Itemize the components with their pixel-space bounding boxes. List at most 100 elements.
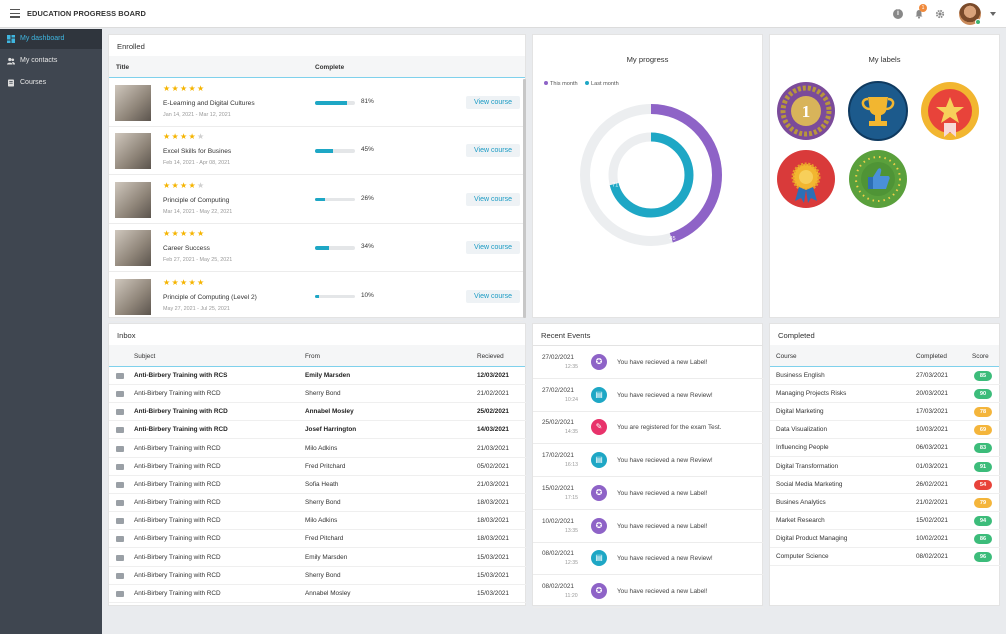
star-icon: ★ xyxy=(179,229,189,239)
star-icon: ★ xyxy=(196,180,206,190)
progress-percent: 10% xyxy=(361,291,374,299)
ring-value-label: 45 xyxy=(669,236,675,242)
event-item[interactable]: 08/02/2021 12:35 ▤ You have recieved a new … xyxy=(533,543,764,576)
course-row: ★★★★★ Excel Skills for Busines Feb 14, 202… xyxy=(109,127,523,176)
course-name: Data Visualization xyxy=(776,426,828,434)
message-row[interactable]: Anti-Birbery Training with RCS Emily Mars… xyxy=(109,367,526,385)
message-row[interactable]: Anti-Birbery Training with RCD Fred Pritc… xyxy=(109,458,526,476)
event-item[interactable]: 17/02/2021 16:13 ▤ You have recieved a new … xyxy=(533,445,764,478)
message-row[interactable]: Anti-Birbery Training with RCD Josef Harr… xyxy=(109,421,526,440)
rating-stars: ★★★★★ xyxy=(163,278,205,287)
message-row[interactable]: Anti-Birbery Training with RCD Milo Adkin… xyxy=(109,512,526,531)
score-badge: 96 xyxy=(974,552,992,562)
event-item[interactable]: 27/02/2021 12:35 ✪ You have recieved a new … xyxy=(533,347,764,379)
info-icon[interactable]: i xyxy=(893,9,903,19)
sidebar-item-courses[interactable]: Courses xyxy=(0,73,102,93)
completed-row[interactable]: Busines Analytics 21/02/2021 79 xyxy=(770,494,1001,512)
award-icon: ✪ xyxy=(591,517,607,534)
message-date: 14/03/2021 xyxy=(477,426,509,434)
hamburger-menu-icon[interactable] xyxy=(10,9,20,18)
event-item[interactable]: 10/02/2021 13:35 ✪ You have recieved a new … xyxy=(533,511,764,543)
progress-bar xyxy=(315,149,355,153)
legend-item: This month xyxy=(544,81,578,87)
completion-date: 10/02/2021 xyxy=(916,534,948,542)
completed-row[interactable]: Social Media Marketing 26/02/2021 54 xyxy=(770,476,1001,494)
message-sender: Annabel Mosley xyxy=(305,408,354,416)
award-icon: ✪ xyxy=(591,484,607,501)
view-course-button[interactable]: View course xyxy=(466,192,520,206)
course-name: Business English xyxy=(776,372,825,379)
message-subject: Anti-Birbery Training with RCD xyxy=(134,571,221,579)
sidebar-item-contacts[interactable]: My contacts xyxy=(0,51,102,71)
star-icon: ★ xyxy=(196,132,206,142)
envelope-icon xyxy=(116,391,124,398)
message-sender: Sherry Bond xyxy=(305,499,341,507)
event-item[interactable]: 08/02/2021 11:20 ✪ You have recieved a new … xyxy=(533,576,764,608)
envelope-icon xyxy=(116,373,124,379)
star-icon: ★ xyxy=(188,84,197,93)
gear-icon[interactable] xyxy=(935,9,945,19)
completed-row[interactable]: Digital Marketing 17/03/2021 78 xyxy=(770,403,1001,422)
ring-arc-this-month xyxy=(580,104,722,246)
sidebar-item-dashboard[interactable]: My dashboard xyxy=(0,29,102,49)
view-course-button[interactable]: View course xyxy=(466,241,520,255)
trophy-icon xyxy=(848,81,908,141)
message-subject: Anti-Birbery Training with RCS xyxy=(134,372,228,379)
column-header-subject: Subject xyxy=(134,353,156,360)
message-row[interactable]: Anti-Birbery Training with RCD Fred Pitch… xyxy=(109,530,526,549)
course-name: Busines Analytics xyxy=(776,498,826,506)
star-icon: ★ xyxy=(179,84,189,93)
completed-row[interactable]: Market Research 15/02/2021 94 xyxy=(770,512,1001,530)
completed-row[interactable]: Digital Product Managing 10/02/2021 86 xyxy=(770,530,1001,548)
event-item[interactable]: 25/02/2021 14:35 ✎ You are registered for t… xyxy=(533,412,764,445)
completion-date: 10/03/2021 xyxy=(916,426,948,434)
message-date: 12/03/2021 xyxy=(477,372,509,379)
completion-date: 20/03/2021 xyxy=(916,390,948,398)
completed-row[interactable]: Computer Science 08/02/2021 96 xyxy=(770,548,1001,566)
view-course-button[interactable]: View course xyxy=(466,289,520,303)
event-item[interactable]: 15/02/2021 17:15 ✪ You have recieved a new … xyxy=(533,478,764,510)
review-icon: ▤ xyxy=(591,550,607,567)
score-badge: 90 xyxy=(974,389,992,400)
completed-row[interactable]: Influencing People 06/03/2021 83 xyxy=(770,439,1001,458)
legend-swatch xyxy=(544,81,548,85)
score-badge: 78 xyxy=(974,407,992,418)
event-item[interactable]: 27/02/2021 10:24 ▤ You have recieved a new … xyxy=(533,380,764,412)
completed-row[interactable]: Managing Projects Risks 20/03/2021 90 xyxy=(770,385,1001,404)
progress-bar xyxy=(315,246,355,250)
column-header-score: Score xyxy=(972,353,989,360)
view-course-button[interactable]: View course xyxy=(466,96,520,109)
message-row[interactable]: Anti-Birbery Training with RCD Sofia Heat… xyxy=(109,476,526,494)
course-name: Managing Projects Risks xyxy=(776,390,847,398)
event-text: You have recieved a new Review! xyxy=(617,555,713,563)
view-course-button[interactable]: View course xyxy=(466,144,520,158)
message-row[interactable]: Anti-Birbery Training with RCD Emily Mars… xyxy=(109,549,526,567)
star-icon: ★ xyxy=(163,180,172,190)
top-bar: EDUCATION PROGRESS BOARD i 1 xyxy=(0,0,1006,28)
message-row[interactable]: Anti-Birbery Training with RCD Milo Adkin… xyxy=(109,440,526,458)
ring-arc-last-month xyxy=(608,132,694,218)
review-icon: ▤ xyxy=(591,452,607,469)
chevron-down-icon[interactable] xyxy=(990,12,996,16)
envelope-icon xyxy=(116,445,124,452)
completed-row[interactable]: Digital Transformation 01/03/2021 91 xyxy=(770,458,1001,476)
card-title: My progress xyxy=(626,55,669,64)
score-badge: 83 xyxy=(974,443,992,454)
column-header-complete: Complete xyxy=(315,64,345,71)
progress-bar xyxy=(315,101,355,105)
completed-row[interactable]: Business English 27/03/2021 85 xyxy=(770,367,1001,385)
message-row[interactable]: Anti-Birbery Training with RCD Sherry Bon… xyxy=(109,494,526,513)
scrollbar[interactable] xyxy=(523,79,526,318)
column-header-completed: Completed xyxy=(916,353,947,360)
star-icon: ★ xyxy=(188,277,197,287)
star-ribbon-icon xyxy=(921,82,979,140)
message-row[interactable]: Anti-Birbery Training with RCD Annabel Mo… xyxy=(109,403,526,422)
completion-date: 06/03/2021 xyxy=(916,444,948,452)
event-date: 10/02/2021 xyxy=(542,517,574,525)
message-row[interactable]: Anti-Birbery Training with RCD Sherry Bon… xyxy=(109,385,526,404)
thumbs-up-icon xyxy=(849,150,907,208)
message-row[interactable]: Anti-Birbery Training with RCD Annabel Mo… xyxy=(109,585,526,603)
completed-row[interactable]: Data Visualization 10/03/2021 69 xyxy=(770,421,1001,440)
message-row[interactable]: Anti-Birbery Training with RCD Sherry Bon… xyxy=(109,567,526,585)
course-row: ★★★★★ Principle of Computing Mar 14, 2021 … xyxy=(109,176,523,224)
